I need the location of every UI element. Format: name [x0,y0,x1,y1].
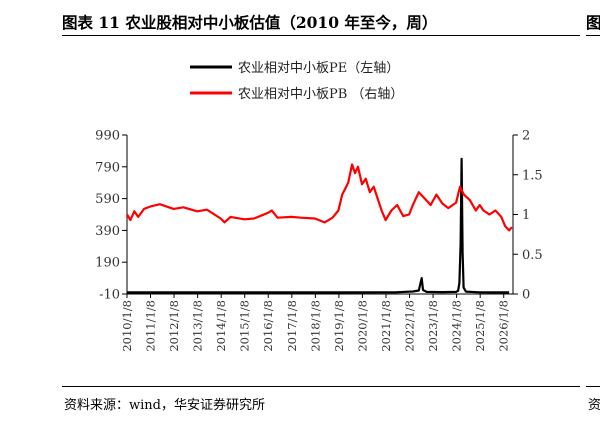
x-tick-label: 2013/1/8 [191,300,205,352]
footer-divider [62,386,580,387]
next-footer-divider [586,386,600,387]
x-tick-label: 2018/1/8 [308,300,322,352]
next-chart-title-fragment: 图 [586,13,600,32]
left-y-tick-label: 390 [95,224,120,239]
next-source-fragment: 资 [588,398,600,413]
x-tick-label: 2021/1/8 [379,300,393,352]
x-tick-label: 2024/1/8 [450,300,464,352]
x-tick-label: 2017/1/8 [285,300,299,352]
pe-series-line [127,157,510,294]
x-tick-label: 2015/1/8 [238,300,252,352]
x-tick-label: 2016/1/8 [261,300,275,352]
x-tick-label: 2023/1/8 [426,300,440,352]
source-note: 资料来源：wind，华安证券研究所 [64,398,265,413]
left-y-tick-label: -10 [99,288,120,303]
chart-title: 图表 11 农业股相对中小板估值（2010 年至今，周） [62,13,438,32]
right-y-tick-label: 0 [522,288,530,303]
left-y-tick-label: 190 [95,256,120,271]
x-tick-label: 2022/1/8 [403,300,417,352]
right-y-tick-label: 1.5 [522,168,543,183]
x-tick-label: 2026/1/8 [497,300,511,352]
x-tick-label: 2025/1/8 [473,300,487,352]
left-y-tick-label: 990 [95,129,120,144]
right-y-tick-label: 2 [522,129,530,144]
right-y-tick-label: 1 [522,208,530,223]
x-tick-label: 2011/1/8 [144,300,158,352]
x-tick-label: 2014/1/8 [214,300,228,352]
x-tick-label: 2020/1/8 [355,300,369,352]
x-tick-label: 2012/1/8 [167,300,181,352]
right-y-tick-label: 0.5 [522,248,543,263]
x-tick-label: 2010/1/8 [120,300,134,352]
legend-label-pb: 农业相对中小板PB （右轴） [238,87,403,102]
title-divider [62,35,580,36]
pb-series-line [126,163,513,232]
legend-label-pe: 农业相对中小板PE（左轴） [238,61,399,76]
next-title-divider [586,35,600,36]
x-tick-label: 2019/1/8 [332,300,346,352]
left-y-tick-label: 590 [95,192,120,207]
left-y-tick-label: 790 [95,160,120,175]
